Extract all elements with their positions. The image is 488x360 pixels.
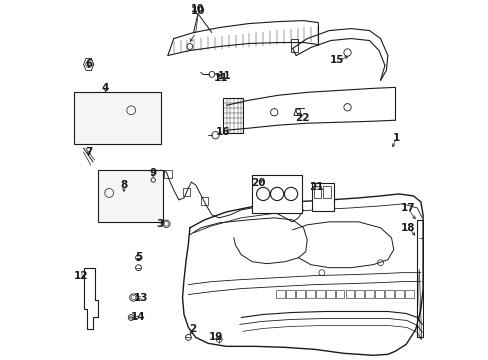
Text: 14: 14 xyxy=(131,312,145,323)
Bar xyxy=(325,289,334,298)
Bar xyxy=(313,186,321,198)
Text: 16: 16 xyxy=(215,127,230,137)
Bar xyxy=(285,289,294,298)
Text: 1: 1 xyxy=(391,133,399,143)
Text: 17: 17 xyxy=(400,203,414,213)
Bar xyxy=(290,39,298,53)
Text: 2: 2 xyxy=(189,324,196,334)
Text: 22: 22 xyxy=(294,113,309,123)
Bar xyxy=(201,197,208,205)
Bar xyxy=(394,289,403,298)
Bar xyxy=(374,289,383,298)
Text: 10: 10 xyxy=(191,4,204,14)
Bar xyxy=(365,289,373,298)
Bar xyxy=(296,289,305,298)
Bar xyxy=(323,186,330,198)
Bar xyxy=(335,289,344,298)
Text: 11: 11 xyxy=(218,71,231,81)
Bar xyxy=(315,289,324,298)
Bar xyxy=(311,183,333,211)
Bar xyxy=(276,289,285,298)
Bar xyxy=(252,175,302,213)
Text: 6: 6 xyxy=(85,59,92,69)
Bar xyxy=(355,289,364,298)
Text: 20: 20 xyxy=(251,178,265,188)
Text: 13: 13 xyxy=(133,293,148,302)
Bar xyxy=(404,289,413,298)
Text: 4: 4 xyxy=(102,84,109,93)
Text: 8: 8 xyxy=(120,180,127,190)
Bar xyxy=(223,98,243,133)
Bar xyxy=(164,170,171,178)
Bar xyxy=(416,220,422,337)
Bar xyxy=(182,188,189,196)
Text: 5: 5 xyxy=(135,252,142,262)
Text: 7: 7 xyxy=(85,147,92,157)
Bar xyxy=(384,289,393,298)
Bar xyxy=(345,289,354,298)
Bar xyxy=(74,92,160,144)
Text: 12: 12 xyxy=(74,271,88,281)
Text: 19: 19 xyxy=(209,332,223,342)
Text: 10: 10 xyxy=(190,6,205,15)
Bar xyxy=(98,170,163,222)
Text: 15: 15 xyxy=(329,55,344,66)
Text: 18: 18 xyxy=(400,223,415,233)
Bar xyxy=(305,289,314,298)
Text: 11: 11 xyxy=(214,73,228,84)
Text: 9: 9 xyxy=(149,168,157,178)
Text: 21: 21 xyxy=(308,182,323,192)
Text: 3: 3 xyxy=(156,219,163,229)
